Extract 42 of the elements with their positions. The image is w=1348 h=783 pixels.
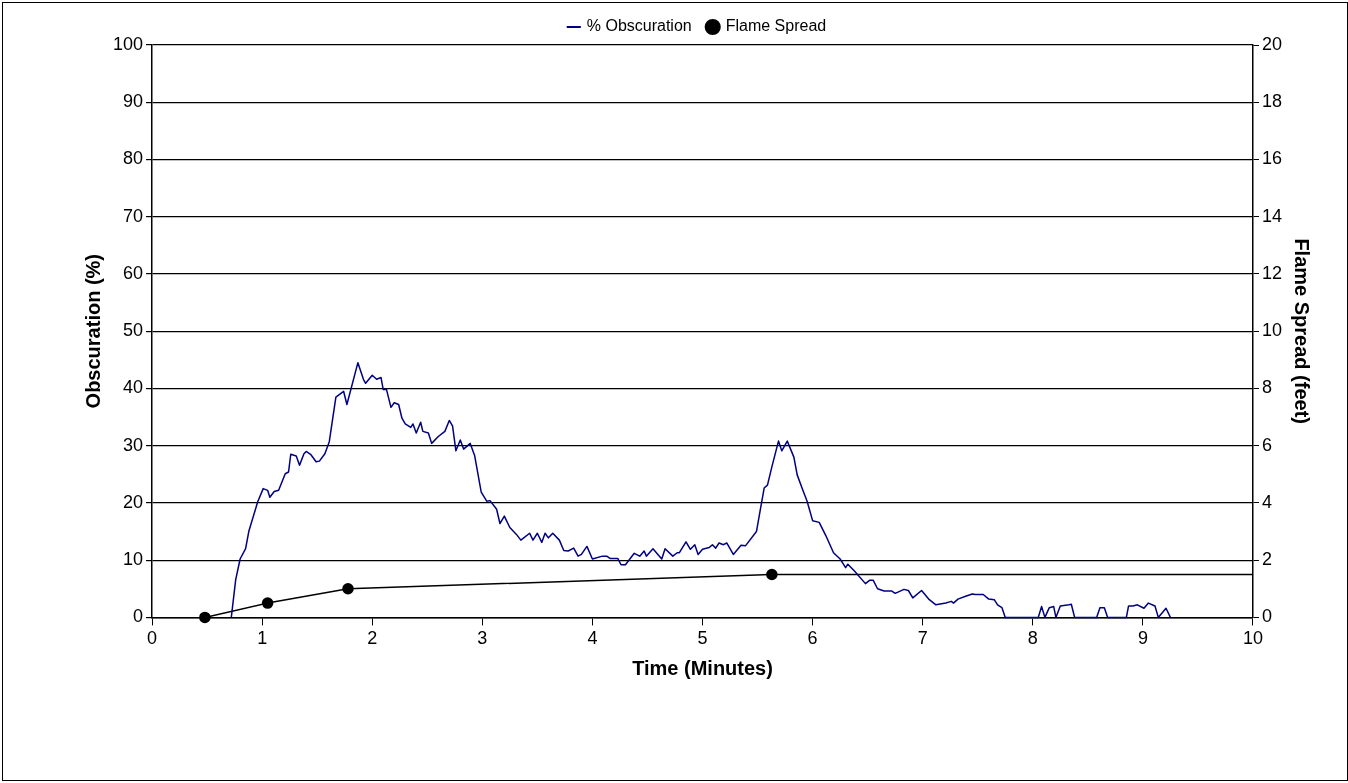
y2-tick-label: 18 bbox=[1261, 91, 1283, 112]
y-tick-label: 10 bbox=[123, 549, 144, 570]
y-tick-label: 0 bbox=[133, 606, 144, 627]
y2-axis-title: Flame Spread (feet) bbox=[1291, 238, 1314, 424]
x-tick-label: 2 bbox=[367, 628, 378, 649]
y-tick-label: 100 bbox=[112, 33, 144, 54]
y-axis-title: Obscuration (%) bbox=[81, 253, 104, 409]
x-tick-label: 7 bbox=[917, 628, 928, 649]
y2-tick-label: 16 bbox=[1261, 148, 1283, 169]
x-tick-label: 6 bbox=[807, 628, 818, 649]
y2-tick-label: 20 bbox=[1261, 33, 1283, 54]
x-tick-label: 3 bbox=[477, 628, 488, 649]
x-tick-label: 0 bbox=[147, 628, 158, 649]
y-tick-label: 90 bbox=[123, 91, 144, 112]
y2-tick-label: 6 bbox=[1261, 434, 1272, 455]
point bbox=[766, 568, 778, 581]
x-tick-label: 9 bbox=[1137, 628, 1148, 649]
y2-tick-label: 10 bbox=[1261, 320, 1283, 341]
y2-tick-label: 2 bbox=[1261, 549, 1272, 570]
x-tick-label: 1 bbox=[257, 628, 268, 649]
y2-tick-label: 0 bbox=[1261, 606, 1272, 627]
x-tick-label: 5 bbox=[697, 628, 708, 649]
x-axis-title: Time (Minutes) bbox=[632, 656, 773, 679]
x-tick-label: 4 bbox=[587, 628, 598, 649]
x-tick-label: 8 bbox=[1027, 628, 1038, 649]
y2-tick-label: 12 bbox=[1261, 262, 1283, 283]
legend-label: % Obscuration bbox=[586, 17, 692, 35]
y-tick-label: 80 bbox=[123, 148, 144, 169]
y-tick-label: 40 bbox=[123, 377, 144, 398]
point bbox=[199, 611, 211, 624]
y2-tick-label: 8 bbox=[1261, 377, 1272, 398]
y2-tick-label: 14 bbox=[1261, 205, 1283, 226]
point bbox=[342, 583, 354, 595]
legend-label: Flame Spread bbox=[725, 17, 827, 35]
y-tick-label: 70 bbox=[123, 205, 144, 226]
y2-tick-label: 4 bbox=[1261, 491, 1272, 512]
x-tick-label: 10 bbox=[1242, 628, 1263, 649]
y-tick-label: 60 bbox=[123, 262, 144, 283]
y-tick-label: 30 bbox=[123, 434, 144, 455]
point bbox=[261, 597, 274, 609]
y-tick-label: 20 bbox=[123, 491, 144, 512]
y-tick-label: 50 bbox=[123, 320, 144, 341]
